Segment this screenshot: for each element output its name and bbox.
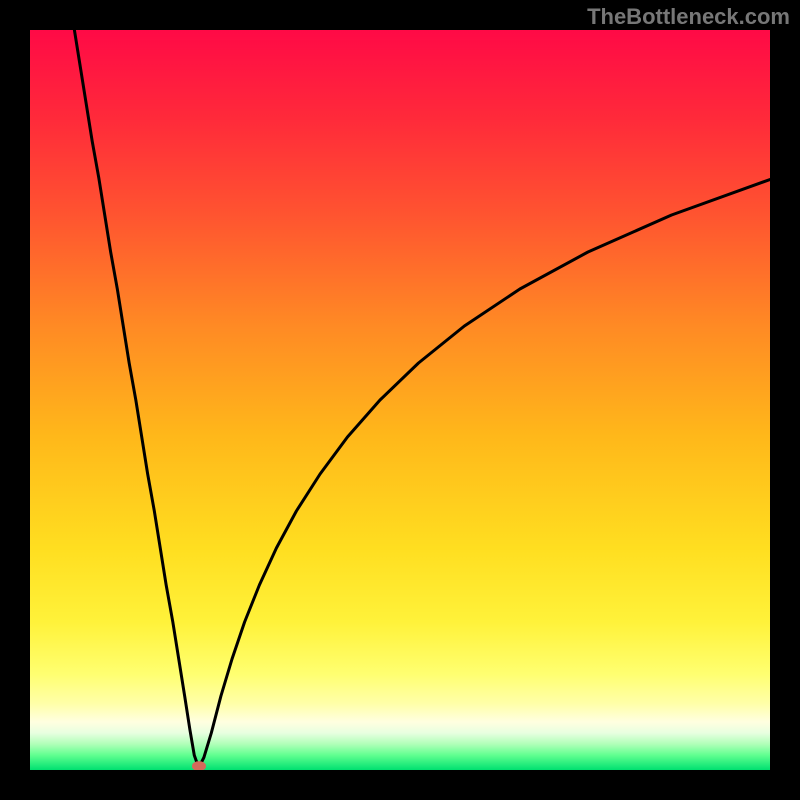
curve-path xyxy=(74,30,770,768)
optimal-point-marker xyxy=(192,761,206,770)
plot-area xyxy=(30,30,770,770)
watermark-text: TheBottleneck.com xyxy=(587,4,790,30)
chart-frame: TheBottleneck.com xyxy=(0,0,800,800)
bottleneck-curve xyxy=(30,30,770,770)
